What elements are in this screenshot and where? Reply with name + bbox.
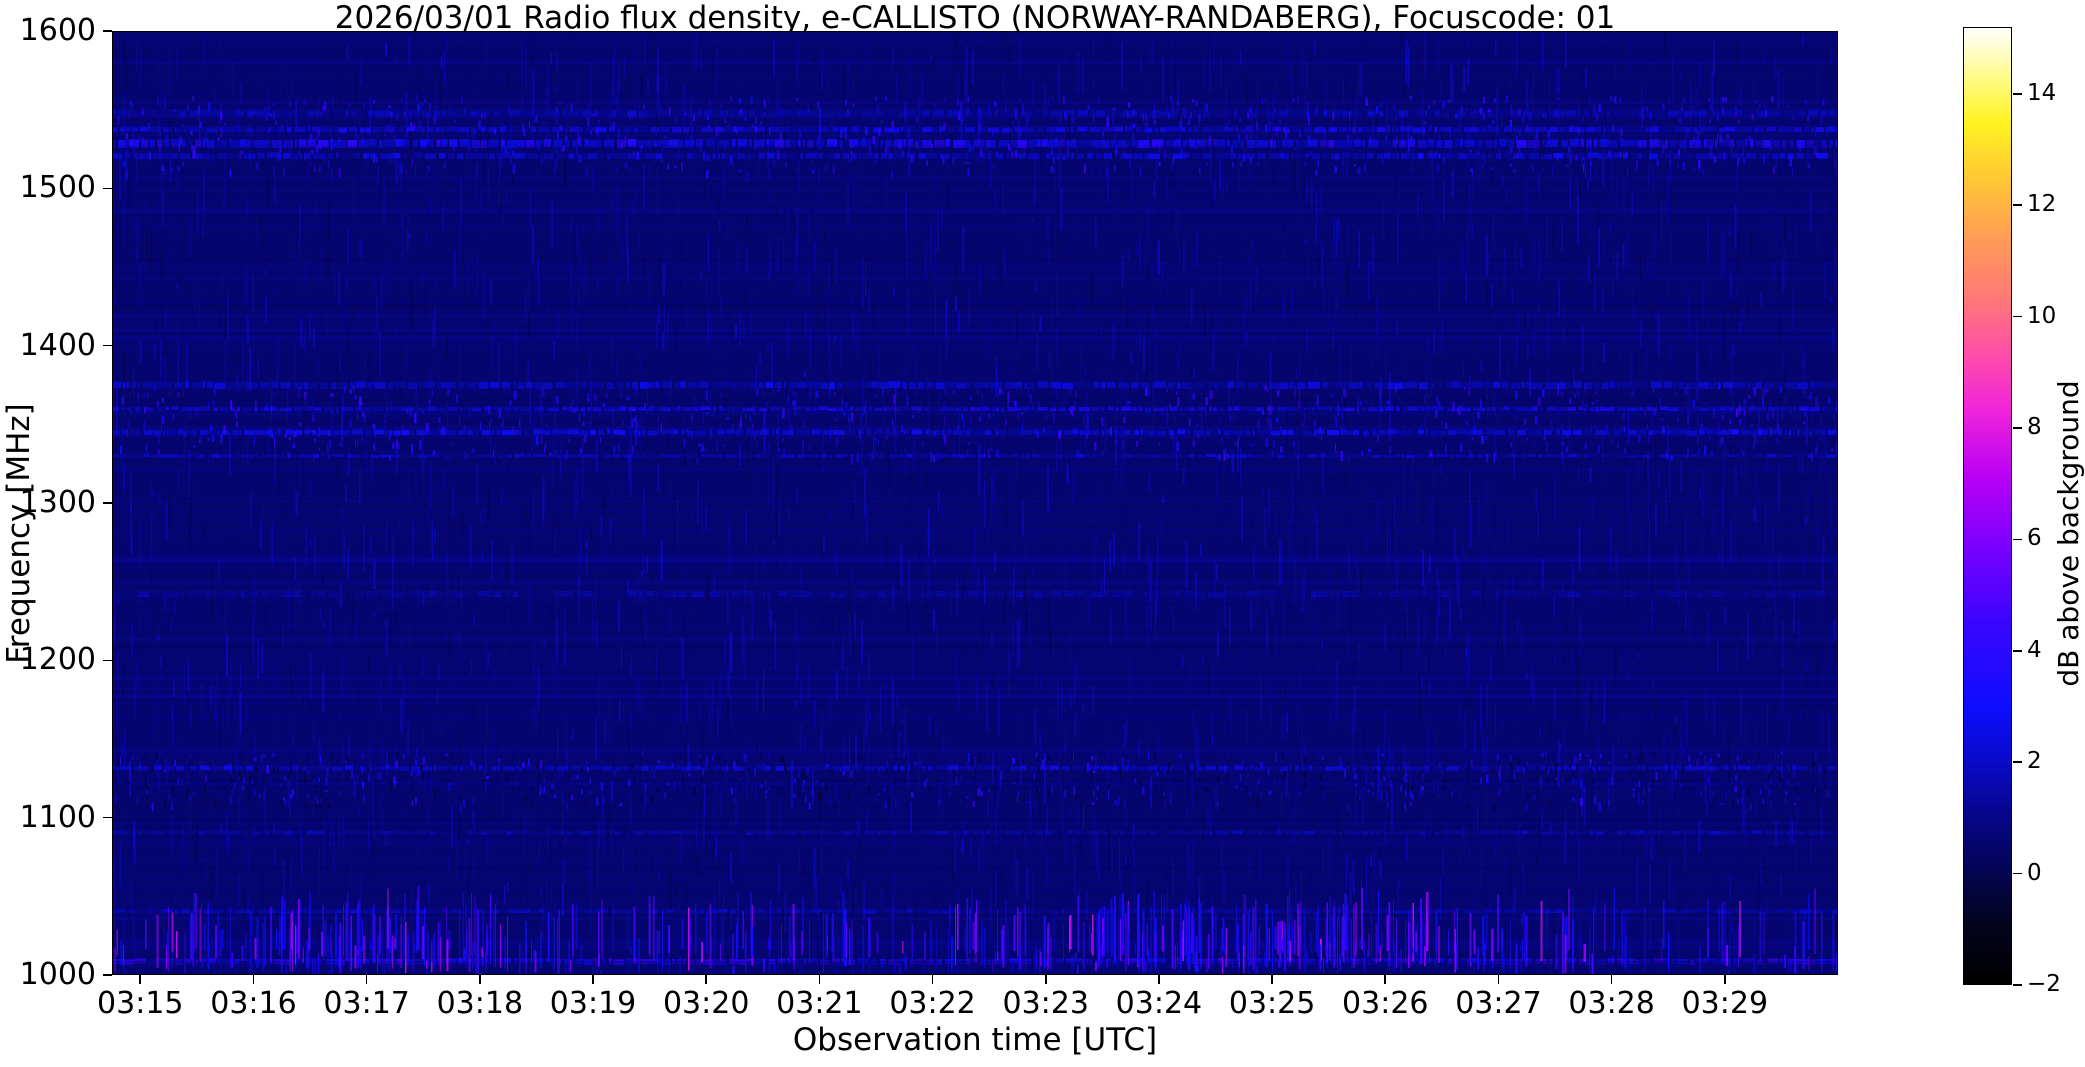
x-axis-label: Observation time [UTC]: [792, 1022, 1158, 1058]
x-tick-label: 03:20: [662, 986, 750, 1021]
colorbar-tick-label: −2: [2027, 971, 2061, 997]
colorbar-tick-label: 14: [2027, 79, 2057, 106]
x-tick-label: 03:23: [1002, 986, 1089, 1021]
x-tick-label: 03:21: [776, 986, 863, 1021]
colorbar-tick-label: 12: [2027, 191, 2057, 218]
x-tick-mark: [1610, 975, 1613, 984]
colorbar-tick-mark: [2013, 315, 2022, 318]
colorbar-tick-label: 8: [2027, 414, 2042, 441]
y-tick-label: 1100: [19, 799, 96, 835]
colorbar[interactable]: [1963, 27, 2012, 985]
colorbar-tick-mark: [2013, 650, 2022, 652]
x-tick-mark: [1271, 975, 1273, 984]
x-tick-mark: [252, 975, 255, 984]
y-tick-mark: [103, 659, 112, 662]
x-tick-mark: [931, 975, 934, 984]
y-tick-mark: [103, 974, 112, 976]
colorbar-tick-mark: [2013, 984, 2022, 986]
x-tick-mark: [139, 975, 142, 984]
colorbar-tick-label: 4: [2027, 636, 2042, 663]
x-tick-mark: [479, 975, 481, 984]
colorbar-tick-label: 2: [2027, 748, 2042, 775]
x-tick-label: 03:18: [436, 986, 524, 1021]
colorbar-tick-label: 10: [2027, 302, 2057, 329]
x-tick-mark: [818, 975, 821, 984]
colorbar-tick-mark: [2013, 872, 2022, 875]
spectrogram-image: [113, 32, 1837, 974]
colorbar-tick-mark: [2013, 204, 2022, 207]
x-tick-label: 03:26: [1342, 986, 1429, 1021]
page-title: 2026/03/01 Radio flux density, e-CALLIST…: [334, 0, 1616, 36]
y-tick-mark: [103, 344, 112, 347]
colorbar-label: dB above background: [2052, 380, 2085, 687]
x-tick-mark: [1497, 975, 1500, 984]
colorbar-tick-mark: [2013, 761, 2022, 763]
colorbar-label-container: dB above background: [2052, 0, 2085, 1067]
y-tick-label: 1300: [19, 485, 96, 520]
y-tick-mark: [103, 30, 112, 32]
x-tick-label: 03:19: [549, 986, 637, 1021]
y-tick-label: 1000: [19, 957, 96, 992]
x-tick-mark: [705, 975, 707, 984]
x-tick-label: 03:29: [1681, 986, 1769, 1021]
colorbar-tick-mark: [2013, 93, 2022, 95]
x-tick-mark: [365, 975, 368, 984]
x-tick-mark: [1158, 975, 1160, 984]
y-tick-label: 1400: [19, 327, 96, 363]
colorbar-tick-mark: [2013, 427, 2022, 429]
x-tick-mark: [592, 975, 594, 984]
x-tick-label: 03:27: [1455, 986, 1542, 1021]
x-tick-mark: [1044, 975, 1047, 984]
x-tick-label: 03:16: [210, 986, 297, 1021]
y-tick-label: 1200: [19, 642, 96, 678]
x-tick-label: 03:17: [323, 986, 410, 1021]
x-tick-mark: [1724, 975, 1726, 984]
y-axis-label: Frequency [MHz]: [1, 403, 37, 664]
colorbar-tick-label: 0: [2027, 859, 2042, 886]
y-tick-label: 1500: [19, 170, 96, 206]
colorbar-tick-mark: [2013, 538, 2022, 541]
y-tick-mark: [103, 816, 112, 819]
x-tick-label: 03:24: [1115, 986, 1203, 1021]
x-tick-label: 03:22: [889, 986, 976, 1021]
y-axis-label-container: Frequency [MHz]: [1, 0, 44, 1067]
x-tick-label: 03:25: [1228, 986, 1316, 1021]
colorbar-tick-label: 6: [2027, 525, 2042, 552]
x-tick-label: 03:28: [1568, 986, 1655, 1021]
y-tick-mark: [103, 187, 112, 190]
x-tick-mark: [1384, 975, 1387, 984]
y-tick-mark: [103, 502, 112, 504]
spectrogram-plot-area[interactable]: [112, 31, 1838, 975]
x-tick-label: 03:15: [97, 986, 184, 1021]
y-tick-label: 1600: [19, 13, 96, 48]
